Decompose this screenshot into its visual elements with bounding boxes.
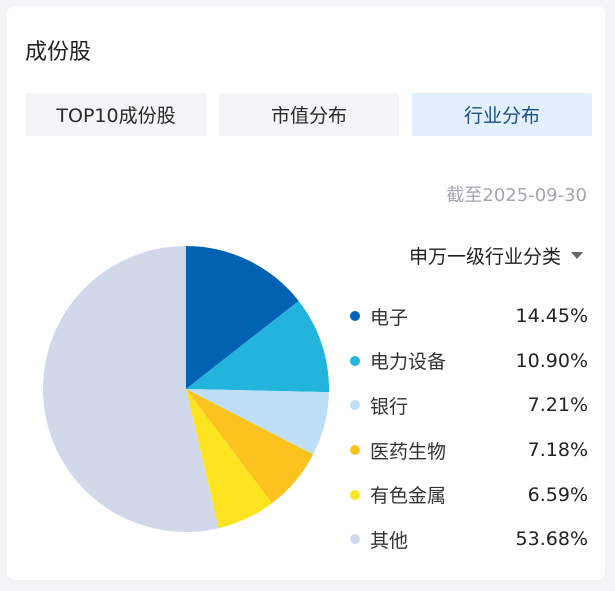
caret-down-icon — [571, 252, 583, 259]
tab-market-cap[interactable]: 市值分布 — [219, 93, 399, 136]
section-title: 成份股 — [25, 40, 92, 65]
pie-slice-银行[interactable] — [186, 389, 329, 455]
pie-slice-电力设备[interactable] — [186, 300, 329, 393]
legend-dot-icon — [350, 489, 360, 500]
legend-dot-icon — [350, 445, 360, 456]
legend-item[interactable]: 电力设备 10.90% — [350, 339, 588, 384]
legend-dot-icon — [350, 311, 360, 322]
dropdown-value: 申万一级行业分类 — [408, 246, 561, 268]
tab-industry[interactable]: 行业分布 — [412, 93, 592, 136]
chart-legend: 电子 14.45% 电力设备 10.90% 银行 7.21% 医药生物 7.18% 有色… — [350, 294, 588, 562]
legend-dot-icon — [350, 355, 360, 366]
pie-slice-医药生物[interactable] — [186, 389, 314, 504]
industry-pie-chart — [42, 246, 329, 532]
legend-item[interactable]: 电子 14.45% — [350, 294, 588, 339]
tab-top10[interactable]: TOP10成份股 — [26, 93, 206, 136]
tab-bar: TOP10成份股 市值分布 行业分布 — [26, 93, 592, 136]
legend-item[interactable]: 医药生物 7.18% — [350, 428, 588, 473]
as-of-date: 截至2025-09-30 — [446, 185, 587, 206]
legend-item[interactable]: 有色金属 6.59% — [350, 472, 588, 517]
legend-dot-icon — [350, 534, 360, 545]
legend-dot-icon — [350, 400, 360, 411]
pie-slice-有色金属[interactable] — [186, 389, 272, 529]
pie-slice-其他[interactable] — [42, 246, 219, 532]
constituents-card: 成份股 TOP10成份股 市值分布 行业分布 截至2025-09-30 申万一级… — [7, 6, 605, 580]
classification-dropdown[interactable]: 申万一级行业分类 — [409, 242, 583, 269]
pie-slice-电子[interactable] — [186, 246, 299, 389]
legend-item[interactable]: 银行 7.21% — [350, 383, 588, 428]
legend-item[interactable]: 其他 53.68% — [350, 517, 588, 562]
